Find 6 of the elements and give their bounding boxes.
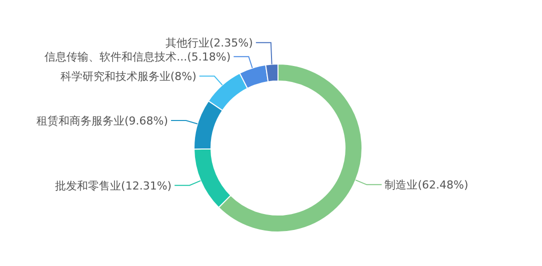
slice-label: 制造业(62.48%)	[384, 178, 468, 192]
slice-label: 其他行业(2.35%)	[165, 36, 253, 50]
slice-label: 科学研究和技术服务业(8%)	[60, 70, 196, 84]
slice-label: 信息传输、软件和信息技术...(5.18%)	[44, 50, 231, 64]
slice-label: 租赁和商务服务业(9.68%)	[36, 114, 168, 128]
slice-label: 批发和零售业(12.31%)	[55, 179, 172, 192]
